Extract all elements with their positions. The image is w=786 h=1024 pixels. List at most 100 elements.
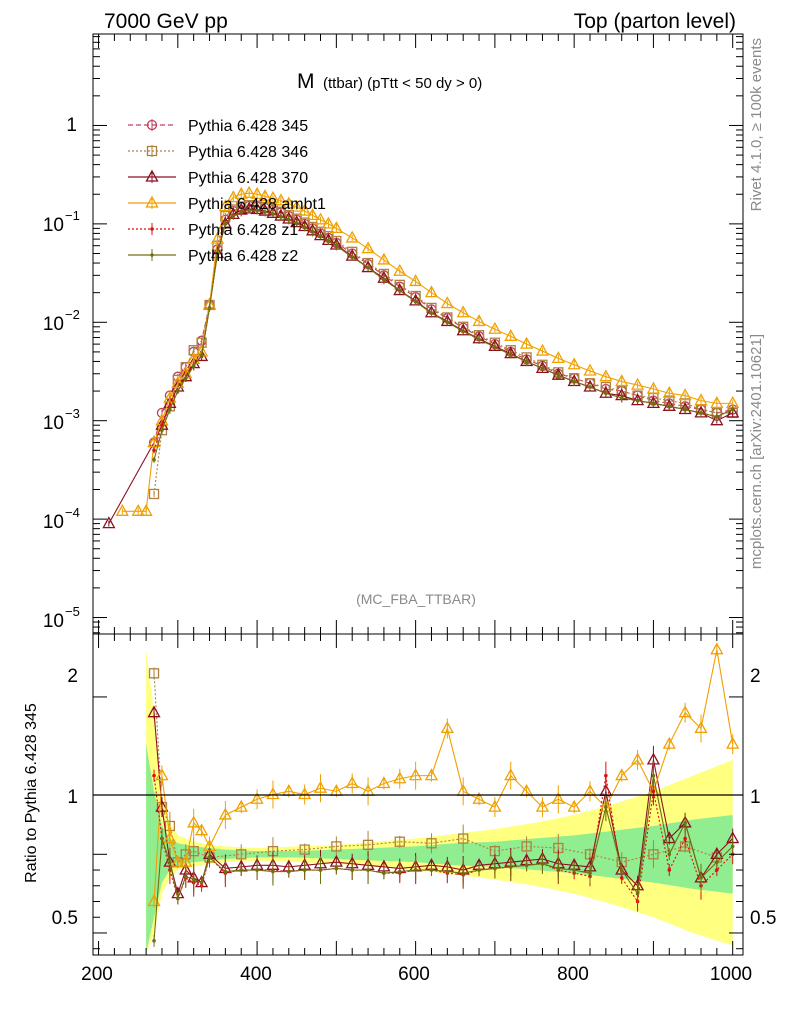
ratio-point-z2: [619, 868, 624, 872]
x-tick-label-600: 600: [398, 964, 430, 985]
ratio-point-z2: [334, 866, 339, 871]
main-point-ambt1: [242, 185, 256, 198]
ratio-point-z2: [477, 868, 481, 872]
main-point-z2: [413, 299, 418, 304]
legend-label-z1: Pythia 6.428 z1: [188, 222, 298, 239]
x-tick-labels: 200 400 600 800 1000: [81, 964, 752, 985]
legend-marker-345: [146, 119, 158, 131]
ratio-point-ambt1: [535, 799, 550, 812]
ratio-y-label-right-0: 0.5: [750, 908, 776, 929]
ratio-point-z2: [699, 876, 703, 880]
main-point-z2: [247, 208, 251, 213]
plot-title-sub: (ttbar) (pTtt < 50 dy > 0): [323, 75, 482, 92]
ratio-point-346: [188, 845, 199, 857]
ratio-point-z1: [152, 773, 156, 778]
y-tick-label-1: 1: [66, 115, 77, 136]
main-point-z2: [635, 398, 640, 403]
main-point-ambt1: [456, 305, 470, 318]
main-point-z2: [588, 385, 592, 389]
main-point-z2: [540, 366, 545, 371]
ratio-point-346: [648, 849, 659, 860]
main-point-ambt1: [440, 296, 454, 309]
main-point-ambt1: [266, 190, 280, 203]
ratio-point-346: [362, 839, 374, 851]
main-point-ambt1: [678, 388, 692, 401]
analysis-watermark: (MC_FBA_TTBAR): [356, 591, 476, 607]
main-point-z2: [286, 218, 291, 222]
ratio-point-z1: [651, 789, 656, 794]
ratio-point-ambt1: [250, 791, 264, 804]
main-point-ambt1: [472, 314, 486, 327]
legend-entry-345: Pythia 6.428 345: [128, 118, 308, 135]
main-series-z2: [152, 206, 735, 463]
ratio-point-z2: [223, 869, 228, 874]
main-point-z2: [477, 337, 481, 342]
legend-entry-370: Pythia 6.428 370: [128, 169, 308, 187]
ratio-point-370: [155, 799, 169, 812]
main-point-ambt1: [345, 230, 359, 243]
ratio-point-z2: [199, 880, 204, 885]
main-point-z2: [730, 407, 735, 412]
ratio-point-z2: [176, 896, 180, 901]
legend-entry-z1: Pythia 6.428 z1: [128, 222, 298, 239]
ratio-point-ambt1: [194, 823, 209, 836]
ratio-point-z2: [152, 939, 156, 943]
ratio-point-346: [331, 841, 342, 852]
ratio-axis-ticks: [93, 634, 743, 955]
main-point-ambt1: [234, 186, 248, 199]
ratio-bands-layer: [146, 649, 733, 954]
ratio-point-z2: [683, 821, 687, 825]
main-point-370: [102, 516, 116, 529]
ratio-point-ambt1: [615, 768, 629, 781]
ratio-point-346: [458, 833, 469, 844]
main-point-ambt1: [131, 503, 145, 516]
y-tick-exp-b: −2: [65, 307, 80, 322]
main-point-ambt1: [615, 374, 629, 387]
ratio-point-z2: [508, 865, 513, 869]
main-point-z2: [263, 210, 267, 214]
main-axis-ticks: [93, 34, 743, 634]
ratio-point-z2: [350, 868, 355, 872]
main-point-ambt1: [305, 208, 320, 221]
legend-marker-370: [145, 169, 159, 182]
main-point-ambt1: [535, 343, 550, 356]
main-point-z2: [350, 255, 355, 259]
ratio-point-ambt1: [630, 752, 645, 765]
ratio-point-z2: [286, 869, 291, 874]
main-point-ambt1: [424, 285, 439, 298]
main-plot-panel: 1 10 −1 10 −2 10 −3 10 −4 10 −5 M (ttbar…: [43, 33, 744, 635]
ratio-line-346: [153, 673, 718, 864]
main-y-tick-labels: 1 10 −1 10 −2 10 −3 10 −4 10 −5: [43, 115, 80, 632]
legend-label-345: Pythia 6.428 345: [188, 118, 308, 135]
ratio-point-ambt1: [662, 736, 676, 749]
ratio-y-tick-labels: 0.5 1 2 0.5 1 2: [52, 666, 777, 929]
ratio-point-z2: [651, 773, 656, 778]
main-point-z2: [160, 428, 164, 433]
y-tick-exp-e: −5: [65, 604, 80, 619]
main-point-z2: [493, 345, 497, 349]
ratio-point-ambt1: [377, 776, 391, 789]
ratio-point-z1: [715, 868, 719, 872]
main-point-ambt1: [551, 351, 565, 364]
y-tick-label-10b: 10: [43, 314, 64, 335]
main-point-z2: [667, 404, 672, 409]
legend-label-370: Pythia 6.428 370: [188, 170, 308, 187]
main-point-z2: [334, 243, 339, 248]
ratio-point-ambt1: [313, 780, 328, 793]
legend-entry-ambt1: Pythia 6.428 ambt1: [128, 195, 326, 213]
main-point-z2: [572, 379, 576, 384]
ratio-point-ambt1: [472, 791, 486, 804]
ratio-point-ambt1: [488, 799, 502, 812]
ratio-point-ambt1: [163, 831, 177, 844]
legend-marker-z2: [150, 253, 154, 257]
main-point-z2: [461, 329, 465, 334]
main-point-z2: [231, 214, 236, 218]
main-point-ambt1: [377, 252, 391, 265]
main-point-346: [148, 488, 160, 500]
ratio-point-ambt1: [345, 776, 359, 789]
main-point-ambt1: [210, 231, 225, 244]
main-point-z2: [191, 364, 196, 368]
ratio-point-z2: [572, 868, 576, 872]
ratio-point-z2: [239, 868, 244, 872]
ratio-point-ambt1: [710, 642, 724, 655]
